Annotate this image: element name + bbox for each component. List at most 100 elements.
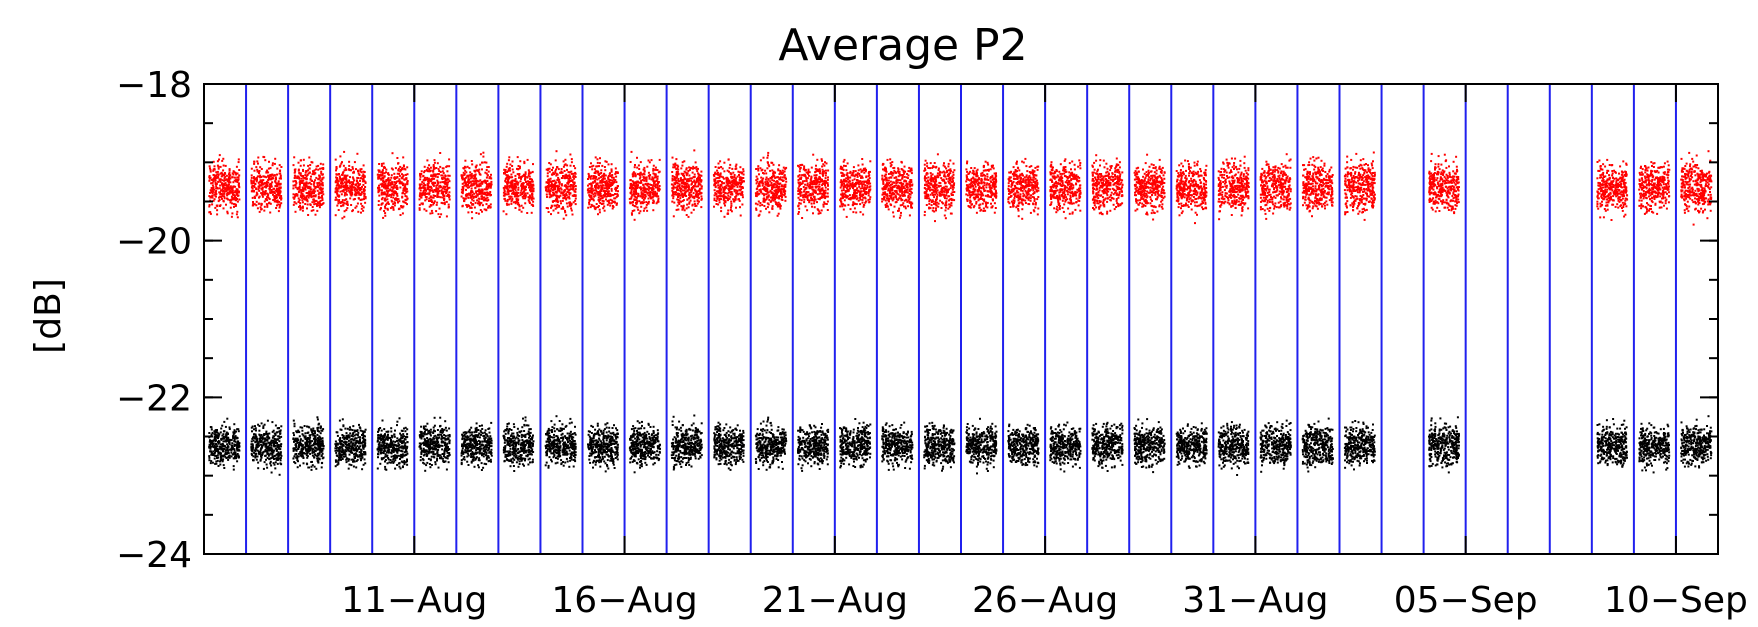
data-point	[732, 171, 735, 174]
data-point	[308, 187, 311, 190]
data-point	[730, 200, 733, 203]
data-point	[572, 195, 575, 197]
data-point	[250, 179, 253, 182]
data-point	[470, 172, 473, 175]
data-point	[253, 184, 256, 187]
data-point	[269, 174, 272, 177]
data-point	[797, 187, 800, 190]
data-point	[515, 197, 518, 200]
data-point	[604, 184, 607, 187]
data-point	[672, 215, 675, 218]
data-point	[218, 195, 221, 198]
data-point	[780, 191, 783, 194]
data-point	[309, 190, 311, 193]
data-point	[355, 205, 358, 208]
data-point	[360, 211, 362, 214]
data-point	[683, 170, 686, 173]
data-point	[685, 174, 688, 177]
data-point	[771, 205, 774, 208]
data-point	[760, 191, 763, 194]
data-point	[432, 190, 435, 193]
data-point	[467, 178, 470, 181]
data-point	[736, 175, 739, 178]
data-point	[310, 196, 313, 199]
data-point	[420, 192, 423, 195]
data-point	[722, 191, 725, 194]
data-point	[280, 197, 283, 200]
data-point	[440, 192, 443, 195]
data-point	[811, 205, 813, 208]
data-point	[550, 213, 552, 216]
data-point	[304, 188, 307, 191]
data-point	[595, 203, 598, 205]
data-point	[341, 190, 344, 193]
data-point	[675, 176, 678, 179]
data-point	[550, 185, 553, 188]
data-point	[350, 181, 353, 184]
data-point	[235, 190, 238, 193]
data-point	[503, 190, 506, 193]
data-point	[271, 176, 274, 179]
data-point	[429, 196, 432, 199]
data-point	[810, 180, 813, 183]
data-point	[736, 181, 739, 184]
data-point	[685, 207, 688, 210]
data-point	[865, 200, 867, 203]
data-point	[222, 169, 225, 172]
data-point	[446, 195, 449, 197]
data-point	[422, 175, 425, 178]
data-point	[253, 169, 256, 172]
data-point	[674, 163, 677, 166]
data-point	[250, 180, 253, 183]
data-point	[504, 192, 507, 195]
data-point	[448, 174, 451, 177]
data-point	[611, 207, 614, 210]
data-point	[470, 176, 473, 179]
data-point	[528, 202, 531, 204]
data-point	[426, 166, 429, 169]
data-point	[681, 192, 684, 195]
data-point	[435, 167, 438, 169]
data-point	[588, 195, 591, 197]
data-point	[782, 190, 785, 193]
data-point	[393, 177, 396, 180]
data-point	[677, 201, 680, 204]
data-point	[418, 203, 421, 206]
data-point	[309, 164, 312, 166]
data-point	[531, 196, 534, 198]
data-point	[265, 186, 268, 189]
data-point	[600, 190, 603, 192]
data-point	[301, 193, 304, 196]
data-point	[215, 189, 218, 192]
data-point	[521, 175, 524, 178]
data-point	[824, 189, 827, 192]
data-point	[798, 177, 801, 180]
data-point	[532, 190, 535, 193]
data-point	[255, 200, 258, 203]
data-point	[554, 170, 557, 173]
data-point	[380, 177, 383, 180]
data-point	[636, 166, 639, 169]
data-point	[656, 186, 659, 189]
data-point	[602, 207, 605, 210]
data-point	[397, 180, 400, 183]
data-point	[805, 195, 808, 198]
data-point	[656, 177, 659, 180]
data-point	[489, 206, 492, 209]
data-point	[572, 165, 575, 167]
data-point	[730, 202, 733, 205]
data-point	[511, 181, 514, 184]
data-point	[337, 187, 340, 190]
data-point	[554, 171, 557, 174]
data-point	[259, 180, 261, 183]
data-point	[469, 180, 472, 183]
data-point	[822, 163, 825, 166]
data-point	[319, 167, 322, 170]
data-point	[821, 165, 824, 168]
data-point	[475, 191, 478, 194]
data-point	[404, 198, 407, 201]
data-point	[798, 185, 801, 188]
data-point	[478, 171, 481, 174]
data-point	[776, 214, 779, 217]
data-point	[813, 200, 816, 203]
